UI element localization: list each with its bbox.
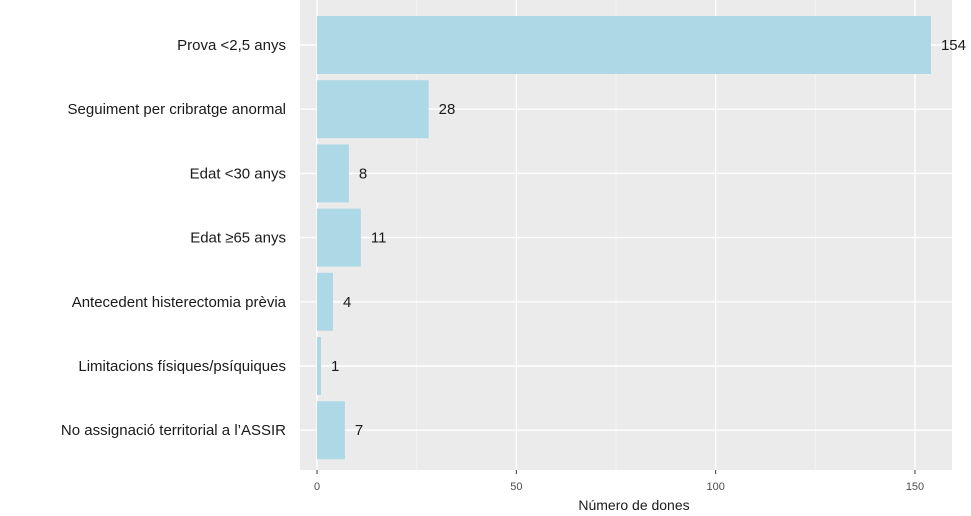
category-label: Antecedent histerectomia prèvia [72,294,287,311]
bar [317,16,931,74]
bar [317,337,321,395]
x-tick-label: 0 [314,481,320,493]
category-label-background [181,159,294,189]
bar [317,144,349,203]
category-label: Prova <2,5 anys [177,37,286,54]
bar [317,272,333,331]
category-label-background [169,31,294,60]
category-label: Edat <30 anys [190,165,286,182]
x-axis-title: Número de dones [578,497,689,513]
bars [317,16,931,460]
category-label-background [59,95,294,125]
x-tick-label: 100 [706,481,724,493]
value-label: 28 [439,101,456,118]
value-label: 11 [371,230,387,247]
category-label-background [182,223,294,253]
category-label: Limitacions físiques/psíquiques [78,358,286,375]
value-label: 8 [359,165,367,182]
plot-panel [300,0,952,470]
bar [317,208,361,267]
value-label: 1 [331,358,339,375]
bar [317,80,429,139]
category-label-background [63,287,295,317]
category-label: Edat ≥65 anys [190,230,286,247]
bar [317,401,345,460]
value-label: 154 [941,37,966,54]
x-tick-label: 50 [510,481,522,493]
category-label: No assignació territorial a l’ASSIR [61,422,286,439]
category-label-background [70,352,294,381]
x-axis-ticks: 0 50 100 150 [314,470,924,493]
category-labels: Prova <2,5 anys Seguiment per cribratge a… [52,31,295,446]
category-label: Seguiment per cribratge anormal [68,101,286,118]
x-tick-label: 150 [906,481,924,493]
value-labels: 154 28 8 11 4 1 7 [331,37,966,439]
value-label: 7 [355,422,363,439]
category-label-background [52,416,295,446]
value-label: 4 [343,294,351,311]
